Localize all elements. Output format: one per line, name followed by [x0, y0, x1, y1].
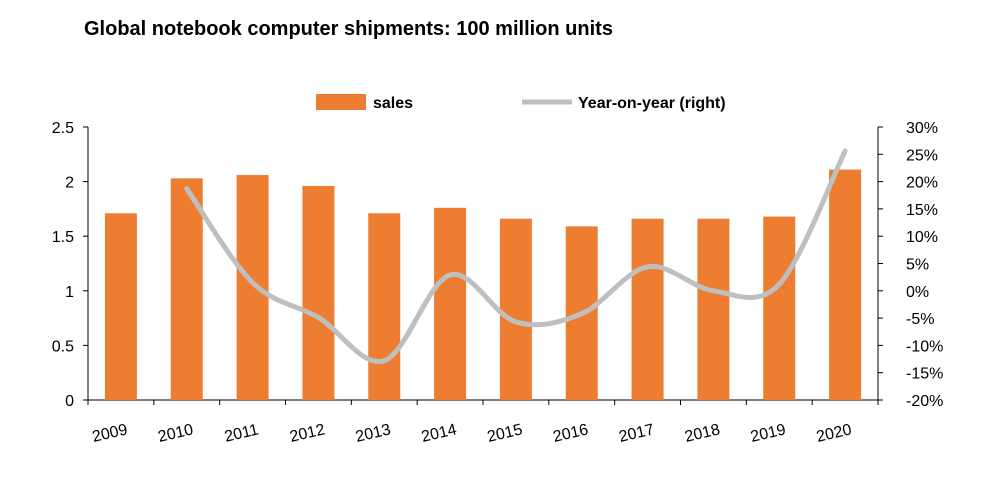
- legend-sales-swatch: [316, 94, 366, 110]
- sales-bar: [302, 185, 335, 400]
- sales-bar: [236, 175, 269, 400]
- left-tick-label: 2: [65, 175, 74, 192]
- right-tick-label: 30%: [906, 120, 938, 137]
- right-tick-label: 20%: [906, 175, 938, 192]
- right-tick-label: 0%: [906, 284, 929, 301]
- right-tick-label: 10%: [906, 229, 938, 246]
- x-tick-label: 2020: [815, 421, 854, 446]
- yoy-line-path: [184, 148, 848, 365]
- sales-bar: [104, 213, 137, 400]
- sales-bar: [434, 207, 467, 400]
- legend-yoy-label: Year-on-year (right): [578, 95, 726, 112]
- sales-bar: [170, 178, 203, 400]
- bars: [104, 169, 862, 400]
- left-tick-label: 1.5: [52, 229, 74, 246]
- left-tick-label: 1: [65, 284, 74, 301]
- sales-bar: [499, 218, 532, 400]
- sales-bar: [829, 169, 862, 400]
- right-tick-label: -20%: [906, 393, 943, 410]
- x-tick-label: 2018: [683, 421, 722, 446]
- x-tick-label: 2009: [91, 421, 130, 446]
- right-tick-label: -10%: [906, 338, 943, 355]
- left-tick-label: 0: [65, 393, 74, 410]
- x-tick-label: 2014: [420, 421, 459, 446]
- sales-bar: [368, 213, 401, 400]
- right-tick-label: 5%: [906, 257, 929, 274]
- right-tick-label: 15%: [906, 202, 938, 219]
- yoy-line: [184, 148, 848, 365]
- x-tick-label: 2016: [551, 421, 590, 446]
- right-tick-label: 25%: [906, 147, 938, 164]
- right-tick-label: -15%: [906, 366, 943, 383]
- chart-title: Global notebook computer shipments: 100 …: [84, 18, 613, 40]
- x-tick-label: 2019: [749, 421, 788, 446]
- sales-bar: [697, 218, 730, 400]
- x-tick-label: 2017: [617, 421, 656, 446]
- x-tick-label: 2012: [288, 421, 327, 446]
- legend-sales-label: sales: [373, 95, 413, 112]
- x-tick-label: 2013: [354, 421, 393, 446]
- legend: sales Year-on-year (right): [316, 94, 726, 112]
- left-tick-label: 0.5: [52, 338, 74, 355]
- x-tick-label: 2015: [486, 421, 525, 446]
- right-tick-label: -5%: [906, 311, 934, 328]
- x-tick-label: 2011: [223, 421, 260, 445]
- x-tick-label: 2010: [156, 421, 195, 446]
- sales-bar: [631, 218, 664, 400]
- sales-bar: [763, 216, 796, 400]
- left-tick-label: 2.5: [52, 120, 74, 137]
